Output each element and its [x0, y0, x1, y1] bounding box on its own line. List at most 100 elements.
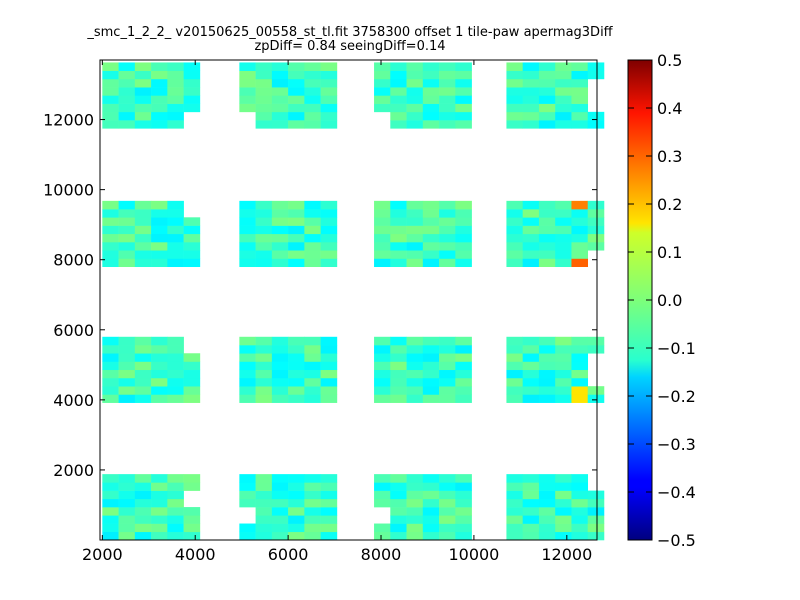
heatmap-cell [151, 361, 168, 371]
heatmap-cell [320, 474, 338, 483]
heatmap-cell [151, 515, 168, 524]
heatmap-cell [587, 242, 605, 251]
heatmap-cell [118, 200, 136, 210]
heatmap-cell [439, 482, 456, 491]
heatmap-cell [304, 95, 321, 104]
heatmap-cell [422, 70, 440, 80]
heatmap-cell [134, 386, 152, 395]
heatmap-cell [167, 394, 184, 403]
heatmap-cell [406, 498, 424, 508]
heatmap-cell [587, 217, 605, 226]
heatmap-cell [304, 200, 321, 210]
heatmap-cell [255, 103, 273, 113]
heatmap-cell [555, 377, 572, 387]
heatmap-cell [255, 78, 273, 88]
heatmap-cell [455, 353, 472, 362]
heatmap-cell [118, 386, 136, 395]
heatmap-cell [304, 523, 321, 533]
heatmap-cell [167, 233, 184, 243]
heatmap-cell [374, 361, 391, 371]
heatmap-cell [102, 217, 119, 226]
heatmap-cell [239, 361, 256, 371]
heatmap-cell [271, 225, 289, 235]
heatmap-cell [422, 209, 440, 218]
heatmap-cell [422, 361, 440, 371]
heatmap-cell [571, 369, 589, 379]
heatmap-cell [167, 361, 184, 371]
heatmap-cell [374, 200, 391, 210]
heatmap-cell [422, 225, 440, 235]
heatmap-cell [506, 111, 523, 121]
heatmap-cell [374, 474, 391, 483]
heatmap-cell [167, 345, 184, 354]
heatmap-cell [506, 482, 523, 491]
heatmap-cell [167, 111, 184, 121]
heatmap-cell [102, 345, 119, 354]
heatmap-cell [183, 482, 201, 491]
heatmap-cell [239, 336, 256, 346]
heatmap-cell [288, 200, 305, 210]
heatmap-cell [134, 70, 152, 80]
heatmap-cell [151, 87, 168, 96]
heatmap-cell [304, 258, 321, 268]
heatmap-cell [538, 111, 556, 121]
heatmap-cell [522, 490, 540, 500]
heatmap-cell [571, 523, 589, 533]
heatmap-cell [167, 386, 184, 395]
heatmap-cell [506, 87, 523, 96]
heatmap-cell [102, 120, 119, 129]
heatmap-cell [390, 377, 407, 387]
heatmap-cell [374, 336, 391, 346]
heatmap-cell [151, 209, 168, 218]
heatmap-cell [522, 87, 540, 96]
heatmap-cell [390, 103, 407, 113]
colorbar-axis: 0.5 0.4 0.3 0.2 0.1 0.0 −0.1 −0.2 −0.3 −0.4 −0.5 [628, 51, 696, 550]
heatmap-cell [406, 242, 424, 251]
heatmap-cell [522, 369, 540, 379]
heatmap-cell [320, 523, 338, 533]
heatmap-cell [555, 95, 572, 104]
heatmap-cell [304, 209, 321, 218]
heatmap-cell [439, 386, 456, 395]
heatmap-cell [406, 78, 424, 88]
heatmap-cell [118, 103, 136, 113]
heatmap-cell [134, 217, 152, 226]
heatmap-cell [422, 377, 440, 387]
heatmap-cell [183, 474, 201, 483]
heatmap-cell [506, 336, 523, 346]
heatmap-cell [374, 70, 391, 80]
heatmap-cell [390, 386, 407, 395]
heatmap-cell [506, 353, 523, 362]
heatmap-cell [506, 120, 523, 129]
heatmap-cell [538, 87, 556, 96]
heatmap-cell [320, 250, 338, 259]
heatmap-cell [555, 394, 572, 403]
heatmap-cell [304, 225, 321, 235]
heatmap-cell [571, 498, 589, 508]
heatmap-cell [571, 531, 589, 541]
heatmap-cell [239, 369, 256, 379]
heatmap-cell [506, 70, 523, 80]
heatmap-cell [255, 87, 273, 96]
heatmap-cell [255, 523, 273, 533]
heatmap-cell [390, 242, 407, 251]
heatmap-cell [506, 515, 523, 524]
heatmap-cell [255, 353, 273, 362]
heatmap-cell [271, 369, 289, 379]
heatmap-cell [320, 95, 338, 104]
heatmap-cell [506, 474, 523, 483]
heatmap-cell [118, 120, 136, 129]
heatmap-cell [390, 474, 407, 483]
heatmap-cell [439, 78, 456, 88]
heatmap-cell [587, 336, 605, 346]
heatmap-cell [455, 482, 472, 491]
heatmap-cell [255, 515, 273, 524]
heatmap-cell [555, 242, 572, 251]
heatmap-cell [271, 250, 289, 259]
heatmap-cell [304, 482, 321, 491]
heatmap-cell [422, 217, 440, 226]
y-tick-label: 12000 [43, 111, 94, 130]
heatmap-cell [571, 242, 589, 251]
heatmap-cell [406, 336, 424, 346]
heatmap-cell [167, 200, 184, 210]
